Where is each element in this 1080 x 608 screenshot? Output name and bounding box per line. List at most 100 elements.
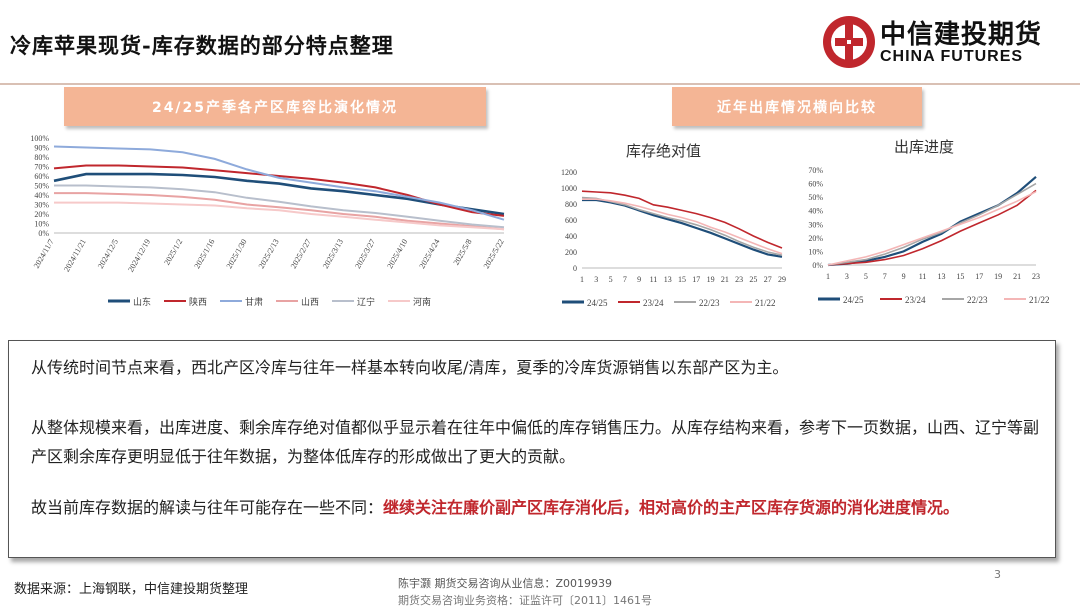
- legend-label: 21/22: [755, 298, 776, 308]
- x-tick-label: 15: [678, 275, 686, 284]
- x-tick-label: 29: [778, 275, 786, 284]
- series-line: [582, 198, 783, 255]
- x-tick-label: 2024/11/7: [32, 238, 56, 270]
- x-tick-label: 7: [883, 272, 887, 281]
- x-tick-label: 1: [580, 275, 584, 284]
- x-tick-label: 2024/11/21: [62, 238, 88, 274]
- legend-label: 24/25: [843, 295, 864, 305]
- x-tick-label: 3: [845, 272, 849, 281]
- x-tick-label: 19: [707, 275, 715, 284]
- x-tick-label: 19: [994, 272, 1002, 281]
- analyst-info: 陈宇灏 期货交易咨询从业信息：Z0019939: [398, 577, 613, 590]
- y-tick-label: 30%: [808, 220, 823, 229]
- logo-chinese-text: 中信建投期货: [880, 20, 1043, 50]
- y-tick-label: 30%: [34, 201, 49, 210]
- commentary-paragraph-3: 故当前库存数据的解读与往年可能存在一些不同：继续关注在廉价副产区库存消化后，相对…: [31, 493, 1041, 522]
- series-line: [54, 192, 505, 231]
- china-futures-logo: [823, 16, 875, 68]
- x-tick-label: 17: [692, 275, 700, 284]
- x-tick-label: 3: [594, 275, 598, 284]
- license-info: 期货交易咨询业务资格：证监许可〔2011〕1461号: [398, 594, 652, 607]
- series-line: [53, 172, 505, 216]
- series-line: [54, 184, 505, 229]
- y-tick-label: 20%: [34, 210, 49, 219]
- page-number: 3: [994, 568, 1001, 581]
- outbound-progress-chart-title: 出库进度: [894, 138, 955, 156]
- y-tick-label: 20%: [808, 234, 823, 243]
- y-tick-label: 1000: [561, 184, 577, 193]
- x-tick-label: 27: [764, 275, 772, 284]
- x-tick-label: 11: [919, 272, 927, 281]
- commentary-paragraph-3-normal: 故当前库存数据的解读与往年可能存在一些不同：: [31, 498, 384, 517]
- y-tick-label: 400: [565, 232, 577, 241]
- legend-label: 23/24: [905, 295, 926, 305]
- y-tick-label: 40%: [34, 191, 49, 200]
- x-tick-label: 9: [902, 272, 906, 281]
- y-tick-label: 50%: [34, 182, 49, 191]
- inventory-chart-title: 库存绝对值: [626, 142, 702, 160]
- legend-label: 22/23: [699, 298, 720, 308]
- y-tick-label: 10%: [808, 247, 823, 256]
- x-tick-label: 2025/2/27: [289, 238, 313, 271]
- x-tick-label: 2025/4/10: [385, 238, 409, 271]
- x-tick-label: 2025/5/8: [452, 238, 474, 267]
- left-section-banner: 24/25产季各产区库容比演化情况: [64, 87, 486, 126]
- x-tick-label: 2025/1/2: [162, 238, 184, 267]
- x-tick-label: 23: [735, 275, 743, 284]
- right-section-banner: 近年出库情况横向比较: [672, 87, 922, 126]
- logo-english-text: CHINA FUTURES: [880, 48, 1024, 65]
- series-line: [581, 190, 783, 249]
- y-tick-label: 100%: [30, 134, 49, 143]
- x-tick-label: 5: [864, 272, 868, 281]
- x-tick-label: 13: [937, 272, 945, 281]
- x-tick-label: 23: [1032, 272, 1040, 281]
- y-tick-label: 60%: [808, 180, 823, 189]
- commentary-paragraph-3-highlight: 继续关注在廉价副产区库存消化后，相对高价的主产区库存货源的消化进度情况。: [383, 498, 960, 517]
- x-tick-label: 7: [623, 275, 627, 284]
- x-tick-label: 21: [721, 275, 729, 284]
- x-tick-label: 25: [749, 275, 757, 284]
- series-line: [582, 198, 783, 258]
- commentary-box: 从传统时间节点来看，西北产区冷库与往年一样基本转向收尾/清库，夏季的冷库货源销售…: [8, 340, 1056, 558]
- legend-label: 甘肃: [245, 296, 263, 307]
- y-tick-label: 600: [565, 216, 577, 225]
- series-line: [827, 190, 1037, 266]
- legend-label: 23/24: [643, 298, 664, 308]
- x-tick-label: 1: [826, 272, 830, 281]
- page-title: 冷库苹果现货-库存数据的部分特点整理: [10, 33, 394, 58]
- series-line: [54, 201, 505, 231]
- x-tick-label: 5: [609, 275, 613, 284]
- y-tick-label: 70%: [808, 166, 823, 175]
- series-line: [581, 196, 783, 256]
- legend-label: 山西: [301, 297, 319, 307]
- x-tick-label: 13: [664, 275, 672, 284]
- y-tick-label: 50%: [808, 193, 823, 202]
- y-tick-label: 40%: [808, 207, 823, 216]
- x-tick-label: 2025/1/30: [225, 238, 249, 271]
- x-tick-label: 2025/1/16: [192, 238, 216, 271]
- y-tick-label: 70%: [34, 163, 49, 172]
- x-tick-label: 2025/2/13: [257, 238, 281, 271]
- series-line: [827, 175, 1037, 267]
- legend-label: 辽宁: [357, 296, 375, 307]
- x-tick-label: 2024/12/5: [96, 238, 120, 271]
- legend-label: 陕西: [189, 296, 207, 307]
- x-tick-label: 11: [650, 275, 658, 284]
- y-tick-label: 800: [565, 200, 577, 209]
- title-divider: [0, 83, 1080, 85]
- legend-label: 22/23: [967, 295, 988, 305]
- commentary-paragraph-2: 从整体规模来看，出库进度、剩余库存绝对值都似乎显示着在往年中偏低的库存销售压力。…: [31, 418, 1040, 466]
- y-tick-label: 200: [565, 248, 577, 257]
- y-tick-label: 1200: [561, 168, 577, 177]
- legend-label: 山东: [133, 296, 151, 307]
- legend-label: 21/22: [1029, 295, 1050, 305]
- y-tick-label: 0: [573, 264, 577, 273]
- storage-ratio-chart: 0%10%20%30%40%50%60%70%80%90%100% 2024/11…: [30, 134, 505, 307]
- y-tick-label: 0%: [38, 229, 49, 238]
- x-tick-label: 17: [975, 272, 983, 281]
- y-tick-label: 10%: [34, 220, 49, 229]
- commentary-paragraph-1: 从传统时间节点来看，西北产区冷库与往年一样基本转向收尾/清库，夏季的冷库货源销售…: [31, 358, 789, 377]
- x-tick-label: 2024/12/19: [126, 238, 152, 274]
- y-tick-label: 0%: [812, 261, 823, 270]
